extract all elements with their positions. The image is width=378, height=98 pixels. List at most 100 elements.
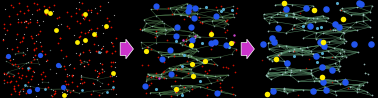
Point [218, 89, 225, 91]
Point [86, 19, 92, 20]
Point [199, 42, 205, 43]
Point [73, 52, 79, 53]
Point [186, 16, 192, 17]
Point [175, 89, 181, 91]
Point [225, 67, 231, 69]
Point [66, 27, 72, 28]
Point [94, 70, 100, 72]
Point [223, 66, 229, 67]
Point [260, 44, 266, 45]
Point [92, 69, 98, 71]
Point [308, 50, 314, 52]
Point [354, 91, 360, 92]
Point [208, 48, 214, 49]
Point [13, 38, 19, 40]
Point [110, 80, 116, 82]
Point [224, 29, 230, 31]
Point [156, 94, 163, 95]
Point [354, 6, 360, 8]
Point [319, 66, 325, 68]
Point [98, 10, 104, 11]
Point [50, 10, 56, 11]
Point [341, 42, 347, 44]
Point [221, 27, 227, 28]
Point [347, 86, 353, 87]
Point [161, 77, 167, 78]
Point [290, 12, 296, 14]
Point [1, 74, 7, 75]
Point [305, 17, 311, 19]
Point [142, 85, 148, 87]
Point [97, 86, 103, 87]
Point [320, 15, 326, 17]
Point [197, 36, 203, 38]
Point [197, 8, 203, 9]
Point [266, 22, 272, 24]
Point [291, 55, 297, 57]
Point [20, 91, 26, 92]
Point [204, 72, 210, 74]
Point [184, 3, 191, 4]
Point [94, 27, 100, 29]
Point [39, 78, 45, 79]
Point [178, 6, 184, 8]
Point [190, 72, 196, 73]
Point [14, 14, 20, 15]
Point [88, 9, 94, 10]
Point [199, 65, 205, 66]
Point [208, 33, 214, 35]
Point [32, 54, 38, 56]
Point [64, 11, 70, 12]
Point [285, 50, 291, 52]
Point [266, 58, 272, 60]
Point [113, 75, 119, 77]
Point [316, 80, 322, 82]
Point [76, 92, 82, 94]
Point [56, 16, 62, 18]
Point [229, 9, 235, 11]
Point [77, 35, 83, 37]
Point [81, 81, 87, 83]
Point [204, 86, 210, 88]
Point [79, 89, 85, 91]
Point [87, 94, 93, 95]
Point [9, 63, 15, 65]
Point [333, 94, 339, 96]
Point [330, 29, 336, 31]
Point [103, 25, 109, 26]
Point [170, 29, 177, 31]
Point [38, 73, 44, 75]
Point [33, 95, 39, 96]
Point [76, 9, 82, 10]
Point [188, 63, 194, 65]
Point [345, 87, 351, 89]
Point [300, 89, 306, 91]
Point [98, 48, 104, 49]
Point [76, 54, 82, 56]
Point [282, 61, 288, 62]
Point [149, 26, 155, 27]
Point [268, 16, 274, 18]
Point [27, 18, 33, 19]
Point [358, 4, 364, 5]
Point [144, 75, 150, 77]
Point [219, 79, 225, 81]
Point [64, 75, 70, 76]
Point [31, 42, 37, 44]
Point [186, 35, 192, 36]
Point [180, 40, 186, 41]
Point [139, 30, 146, 31]
Point [189, 74, 195, 75]
Point [284, 66, 290, 68]
Point [335, 25, 341, 26]
Point [110, 88, 116, 90]
Point [173, 68, 179, 69]
Point [148, 9, 154, 10]
Point [37, 42, 43, 43]
Point [267, 68, 273, 69]
Point [167, 95, 174, 96]
Point [232, 71, 239, 73]
Point [189, 85, 195, 86]
Point [276, 45, 282, 47]
Point [177, 42, 183, 44]
